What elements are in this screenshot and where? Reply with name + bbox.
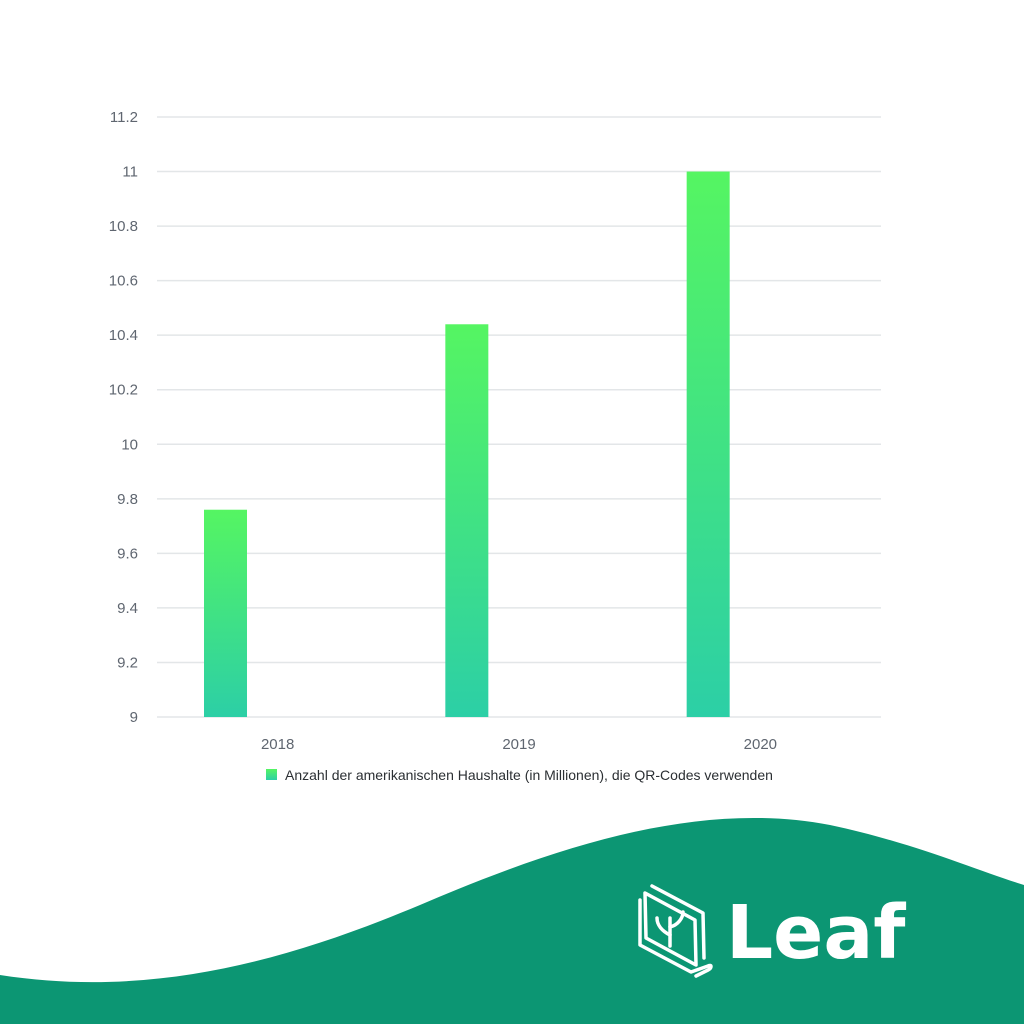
x-tick-label: 2019 (502, 736, 535, 753)
y-tick-label: 10.6 (109, 273, 138, 290)
legend-label: Anzahl der amerikanischen Haushalte (in … (285, 767, 773, 783)
y-tick-label: 10 (121, 436, 138, 453)
y-tick-label: 10.8 (109, 218, 138, 235)
bar-2019 (445, 324, 489, 717)
leaf-book-icon (638, 884, 713, 978)
y-axis-ticks: 9 9.2 9.4 9.6 9.8 10 10.2 10.4 10.6 10.8 11 11.2 (109, 109, 138, 726)
y-tick-label: 9 (130, 709, 138, 726)
legend: Anzahl der amerikanischen Haushalte (in … (266, 767, 773, 783)
x-tick-label: 2018 (261, 736, 294, 753)
bar-2020 (686, 171, 730, 717)
y-tick-label: 9.6 (117, 545, 138, 562)
y-tick-label: 10.4 (109, 327, 138, 344)
y-tick-label: 9.4 (117, 600, 138, 617)
brand-name: Leaf (726, 890, 906, 976)
y-tick-label: 9.8 (117, 491, 138, 508)
bar-2018 (204, 509, 247, 717)
gridlines (157, 116, 881, 718)
y-tick-label: 9.2 (117, 654, 138, 671)
y-tick-label: 11 (122, 164, 138, 181)
brand-logo: Leaf (638, 884, 906, 978)
x-axis-ticks: 2018 2019 2020 (261, 736, 777, 753)
bars (204, 171, 730, 717)
y-tick-label: 10.2 (109, 382, 138, 399)
y-tick-label: 11.2 (110, 109, 138, 126)
x-tick-label: 2020 (744, 736, 777, 753)
legend-swatch (266, 769, 277, 780)
footer-wave (0, 817, 1024, 1024)
